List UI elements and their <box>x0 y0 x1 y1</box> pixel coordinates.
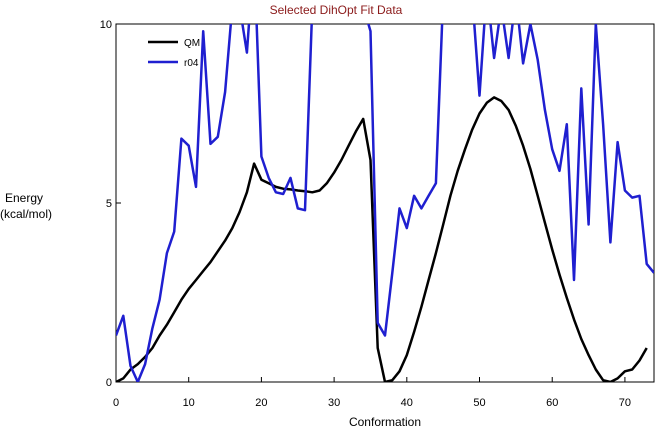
x-tick-label: 30 <box>328 397 340 409</box>
y-tick-label: 10 <box>100 19 112 31</box>
x-tick-label: 10 <box>183 397 195 409</box>
x-tick-label: 70 <box>619 397 631 409</box>
legend: QM r04 <box>148 38 200 69</box>
series-line-r04 <box>116 24 654 382</box>
x-tick-label: 0 <box>113 397 119 409</box>
x-tick-label: 40 <box>401 397 413 409</box>
x-axis-label: Conformation <box>349 415 421 429</box>
x-axis-ticks: 0 10 20 30 40 50 60 70 <box>113 377 631 409</box>
y-axis-label-line2: (kcal/mol) <box>0 207 52 221</box>
legend-label-qm: QM <box>184 38 200 49</box>
x-tick-label: 60 <box>546 397 558 409</box>
y-axis-label-line1: Energy <box>5 191 43 205</box>
y-tick-label: 0 <box>106 377 112 389</box>
x-tick-label: 20 <box>255 397 267 409</box>
chart-title: Selected DihOpt Fit Data <box>270 3 403 17</box>
x-tick-label: 50 <box>473 397 485 409</box>
legend-label-r04: r04 <box>184 58 199 69</box>
series-line-qm <box>116 96 648 382</box>
series-layer <box>116 24 654 382</box>
y-tick-label: 5 <box>106 198 112 210</box>
